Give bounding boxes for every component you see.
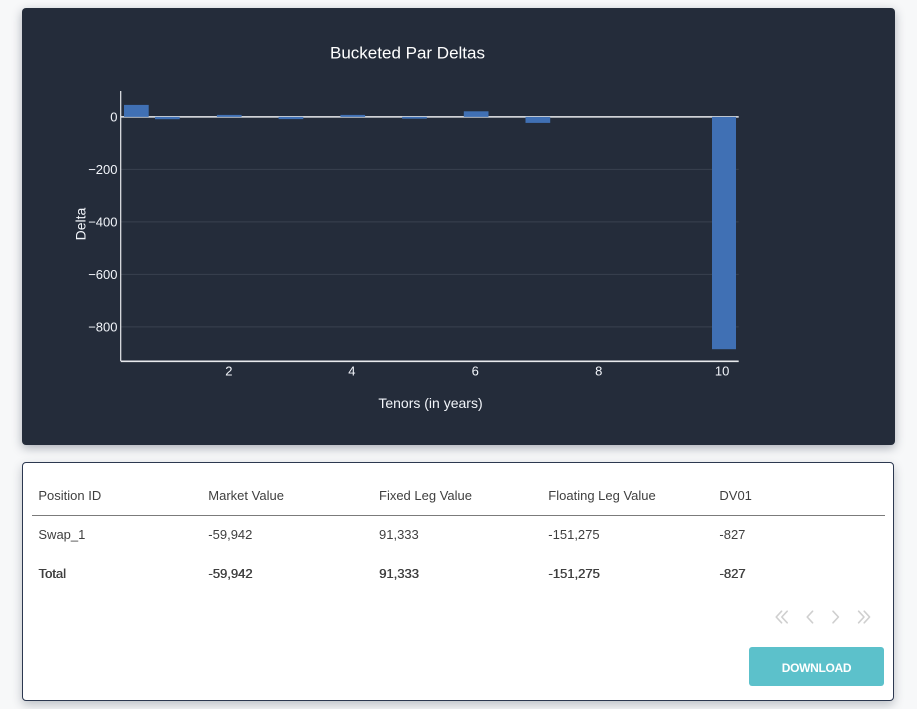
svg-text:4: 4 — [348, 364, 355, 379]
svg-text:10: 10 — [715, 364, 729, 379]
svg-text:−200: −200 — [88, 162, 117, 177]
svg-text:2: 2 — [225, 364, 232, 379]
svg-text:Tenors (in years): Tenors (in years) — [378, 395, 482, 411]
svg-text:Bucketed Par Deltas: Bucketed Par Deltas — [330, 44, 485, 63]
svg-text:−400: −400 — [88, 214, 117, 229]
svg-text:−600: −600 — [88, 267, 117, 282]
svg-text:6: 6 — [472, 364, 479, 379]
svg-text:−800: −800 — [88, 319, 117, 334]
svg-text:8: 8 — [595, 364, 602, 379]
svg-text:0: 0 — [110, 109, 117, 124]
svg-text:Delta: Delta — [73, 207, 89, 240]
